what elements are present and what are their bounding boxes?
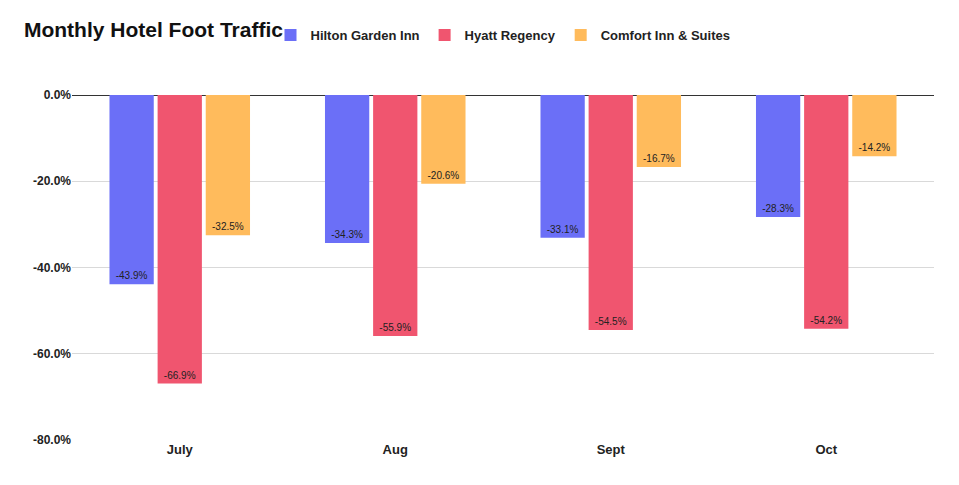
svg-text:-20.0%: -20.0% — [33, 174, 71, 188]
svg-text:-43.9%: -43.9% — [116, 270, 148, 281]
svg-text:Hyatt Regency: Hyatt Regency — [465, 28, 556, 43]
svg-text:-66.9%: -66.9% — [164, 370, 196, 381]
svg-text:-55.9%: -55.9% — [379, 322, 411, 333]
svg-text:July: July — [167, 442, 194, 457]
svg-text:-14.2%: -14.2% — [858, 142, 890, 153]
svg-text:-80.0%: -80.0% — [33, 433, 71, 447]
svg-text:Monthly Hotel Foot Traffic: Monthly Hotel Foot Traffic — [24, 18, 283, 41]
svg-text:-60.0%: -60.0% — [33, 347, 71, 361]
svg-text:Oct: Oct — [815, 442, 837, 457]
svg-text:-33.1%: -33.1% — [547, 224, 579, 235]
svg-text:Sept: Sept — [597, 442, 626, 457]
svg-text:Hilton Garden Inn: Hilton Garden Inn — [311, 28, 420, 43]
svg-text:-34.3%: -34.3% — [331, 229, 363, 240]
svg-text:0.0%: 0.0% — [44, 88, 72, 102]
svg-text:-54.5%: -54.5% — [595, 316, 627, 327]
svg-text:-54.2%: -54.2% — [810, 315, 842, 326]
svg-text:-32.5%: -32.5% — [212, 221, 244, 232]
svg-text:Comfort Inn & Suites: Comfort Inn & Suites — [601, 28, 730, 43]
svg-text:-40.0%: -40.0% — [33, 261, 71, 275]
svg-text:-28.3%: -28.3% — [762, 203, 794, 214]
svg-text:-20.6%: -20.6% — [427, 170, 459, 181]
svg-text:-16.7%: -16.7% — [643, 153, 675, 164]
svg-text:Aug: Aug — [383, 442, 408, 457]
